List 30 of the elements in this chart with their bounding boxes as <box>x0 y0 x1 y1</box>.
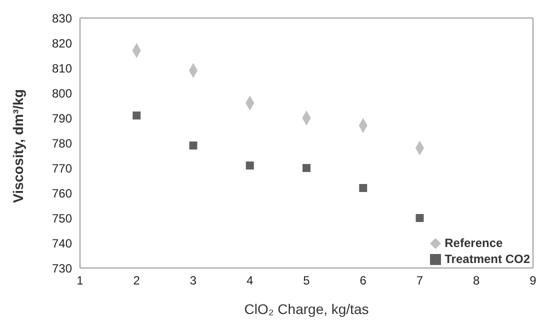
y-tick-label: 740 <box>52 236 72 250</box>
x-tick-label: 8 <box>473 274 480 288</box>
legend-label: Treatment CO2 <box>444 252 530 266</box>
point <box>416 214 424 222</box>
x-tick-label: 5 <box>303 274 310 288</box>
y-tick-label: 790 <box>52 111 72 126</box>
point <box>302 164 310 172</box>
y-tick-label: 800 <box>52 86 72 100</box>
y-tick-label: 730 <box>52 261 72 276</box>
y-tick-label: 820 <box>52 36 72 50</box>
x-tick-label: 2 <box>133 274 140 288</box>
point <box>189 142 198 150</box>
point <box>132 112 141 120</box>
y-axis-title: Viscosity, dm³/kg <box>10 89 26 203</box>
legend-label: Reference <box>444 236 503 250</box>
x-tick-label: 4 <box>246 274 254 288</box>
x-tick-label: 7 <box>416 274 424 288</box>
y-tick-label: 780 <box>52 136 72 150</box>
x-tick-label: 1 <box>76 274 84 288</box>
x-tick-label: 6 <box>360 274 367 288</box>
y-tick-label: 760 <box>52 186 72 200</box>
y-tick-label: 770 <box>52 161 72 176</box>
x-tick-label: 9 <box>530 274 537 288</box>
x-axis-title: ClO₂ Charge, kg/tas <box>244 301 369 317</box>
y-tick-label: 750 <box>52 211 72 226</box>
y-tick-label: 810 <box>52 61 72 76</box>
point <box>246 162 254 170</box>
point <box>359 184 368 192</box>
y-tick-label: 830 <box>52 11 72 26</box>
x-tick-label: 3 <box>190 274 197 288</box>
